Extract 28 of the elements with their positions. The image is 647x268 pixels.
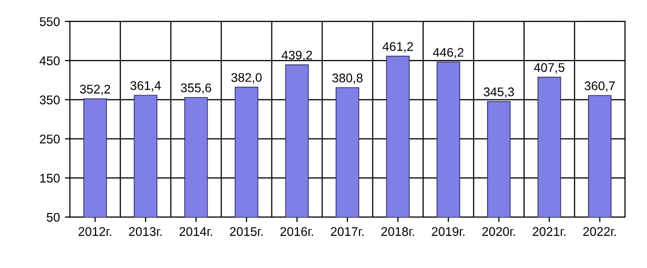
x-tick-label: 2015г. [230,227,263,236]
y-tick-label: 250 [40,134,60,144]
data-label: 407,5 [534,63,564,74]
y-tick-label: 150 [40,174,60,183]
y-tick-label: 50 [46,212,60,222]
x-tick-label: 2020г. [482,227,515,236]
x-tick-label: 2013г. [129,227,162,236]
data-label: 461,2 [382,42,413,52]
x-tick-label: 2022г. [583,227,616,236]
x-tick-label: 2021г. [532,227,566,236]
data-label: 352,2 [80,84,110,96]
x-tick-label: 2018г. [381,227,414,236]
data-label: 345,3 [484,87,514,98]
x-tick-label: 2016г. [280,227,313,236]
x-tick-label: 2019г. [432,227,464,236]
data-label: 382,0 [231,73,262,84]
data-label: 446,2 [433,48,464,58]
x-tick-label: 2012г. [78,227,112,236]
y-tick-label: 450 [40,56,60,66]
data-label: 360,7 [584,81,615,92]
data-label: 361,4 [130,81,161,92]
data-label: 380,8 [332,74,363,84]
x-tick-label: 2014г. [180,227,212,236]
data-label: 355,6 [180,83,212,94]
x-tick-label: 2017г. [330,227,364,236]
data-label: 439,2 [282,50,312,62]
y-tick-label: 550 [40,17,60,26]
y-tick-label: 350 [40,95,60,104]
